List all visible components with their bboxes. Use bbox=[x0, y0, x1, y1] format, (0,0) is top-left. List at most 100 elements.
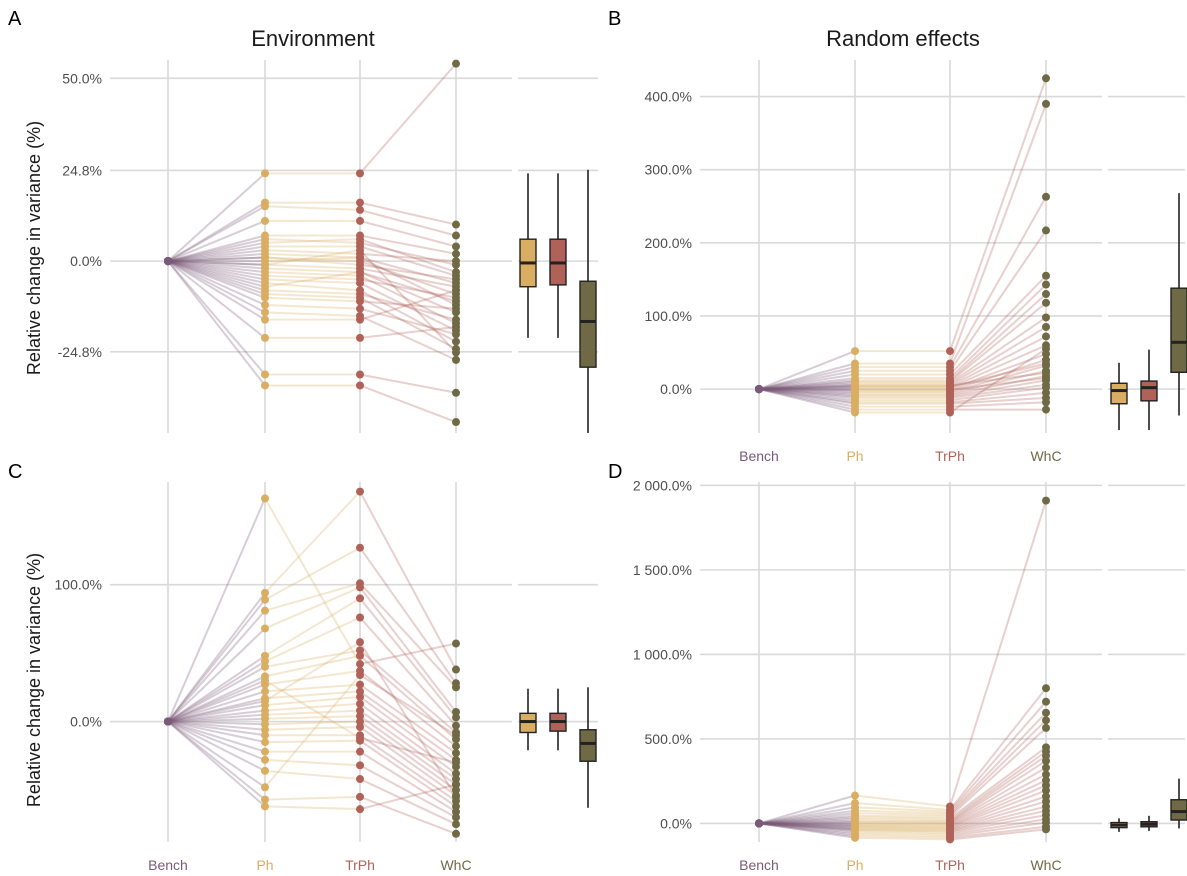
series-segment-6-2 bbox=[949, 293, 1047, 382]
series-segment-15-0 bbox=[167, 260, 266, 281]
y-tick-label: 1 000.0% bbox=[633, 646, 692, 662]
series-segment-2-2 bbox=[949, 196, 1047, 368]
data-point-WhC-26 bbox=[452, 731, 460, 740]
series-segment-24-0 bbox=[758, 388, 856, 414]
series-segment-22-2 bbox=[359, 289, 457, 321]
series-segment-15-2 bbox=[359, 715, 457, 786]
data-point-WhC-26 bbox=[1042, 374, 1050, 383]
series-segment-17-2 bbox=[949, 379, 1047, 398]
series-segment-15-1 bbox=[264, 715, 361, 720]
data-point-WhC-7 bbox=[452, 257, 460, 266]
series-segment-11-0 bbox=[167, 697, 266, 723]
series-segment-20-1 bbox=[264, 304, 361, 310]
series-segment-9-0 bbox=[167, 256, 266, 263]
data-point-WhC-23 bbox=[452, 829, 460, 838]
series-segment-2-1 bbox=[264, 546, 361, 601]
series-lines-a bbox=[167, 62, 457, 423]
data-point-Ph-27 bbox=[261, 260, 269, 269]
data-point-WhC-23 bbox=[1042, 405, 1050, 414]
data-point-WhC-21 bbox=[452, 355, 460, 364]
series-segment-18-0 bbox=[167, 720, 266, 737]
series-segment-0-0 bbox=[758, 794, 856, 825]
y-ticks-c: 0.0% 100.0% bbox=[55, 577, 102, 730]
series-segment-0-1 bbox=[264, 497, 361, 665]
series-segment-1-0 bbox=[758, 802, 856, 825]
data-point-TrPh-8 bbox=[356, 651, 364, 660]
series-segment-9-0 bbox=[167, 683, 266, 723]
data-point-WhC-3 bbox=[1042, 708, 1050, 717]
series-segment-5-1 bbox=[854, 814, 951, 818]
series-segment-10-2 bbox=[949, 766, 1047, 825]
data-point-TrPh-16 bbox=[356, 717, 364, 726]
series-segment-9-2 bbox=[359, 670, 457, 747]
data-point-Ph-0 bbox=[851, 347, 859, 356]
data-point-WhC-22 bbox=[452, 286, 460, 295]
data-point-TrPh-15 bbox=[356, 279, 364, 288]
series-segment-6-0 bbox=[167, 660, 266, 723]
data-point-Ph-18 bbox=[261, 731, 269, 740]
data-point-WhC-9 bbox=[452, 742, 460, 751]
series-segment-23-0 bbox=[167, 260, 266, 339]
data-point-Ph-0 bbox=[261, 169, 269, 178]
series-segment-4-2 bbox=[949, 275, 1047, 376]
series-segment-14-2 bbox=[359, 278, 457, 299]
series-segment-12-0 bbox=[167, 704, 266, 723]
series-segment-4-1 bbox=[264, 586, 361, 630]
series-segment-0-1 bbox=[854, 794, 951, 808]
x-tick-Ph: Ph bbox=[256, 857, 273, 873]
data-point-WhC-24 bbox=[1042, 344, 1050, 353]
series-segment-18-2 bbox=[949, 383, 1047, 399]
series-lines-c bbox=[167, 490, 457, 835]
series-segment-3-2 bbox=[949, 229, 1047, 372]
series-segment-20-0 bbox=[758, 388, 856, 404]
series-segment-8-2 bbox=[359, 655, 457, 741]
data-point-TrPh-0 bbox=[356, 169, 364, 178]
series-segment-18-0 bbox=[167, 260, 266, 295]
series-segment-8-2 bbox=[359, 256, 457, 285]
panel-letter-a: A bbox=[8, 8, 22, 30]
series-segment-17-2 bbox=[359, 293, 457, 321]
series-segment-7-0 bbox=[758, 380, 856, 391]
series-segment-23-0 bbox=[167, 720, 266, 801]
series-segment-25-0 bbox=[167, 260, 266, 387]
data-point-Ph-16 bbox=[261, 720, 269, 729]
series-segment-12-1 bbox=[264, 267, 361, 274]
y-tick-label: 50.0% bbox=[62, 70, 102, 86]
series-segment-20-1 bbox=[854, 831, 951, 836]
series-lines-b bbox=[758, 77, 1047, 414]
series-segment-21-1 bbox=[264, 311, 361, 317]
data-point-TrPh-27 bbox=[356, 246, 364, 255]
series-segment-11-0 bbox=[167, 260, 266, 266]
data-point-WhC-14 bbox=[1042, 786, 1050, 795]
series-segment-20-2 bbox=[949, 391, 1047, 404]
series-segment-28-2 bbox=[359, 263, 457, 281]
grid-c bbox=[110, 482, 598, 842]
series-segment-15-0 bbox=[758, 822, 856, 829]
series-segment-15-0 bbox=[167, 717, 266, 723]
data-point-TrPh-29 bbox=[356, 268, 364, 277]
series-segment-10-1 bbox=[264, 683, 361, 693]
data-point-Ph-28 bbox=[261, 253, 269, 262]
series-segment-8-1 bbox=[854, 819, 951, 823]
data-point-WhC-16 bbox=[452, 785, 460, 794]
x-ticks-c: Bench Ph TrPh WhC bbox=[148, 857, 471, 873]
data-point-TrPh-17 bbox=[356, 723, 364, 732]
series-segment-23-1 bbox=[264, 795, 361, 801]
series-segment-3-2 bbox=[949, 712, 1047, 814]
series-segment-26-1 bbox=[264, 238, 361, 244]
data-point-TrPh-25 bbox=[356, 381, 364, 390]
x-tick-Bench: Bench bbox=[739, 448, 779, 464]
series-segment-2-0 bbox=[167, 599, 266, 723]
series-segment-15-1 bbox=[854, 826, 951, 830]
data-point-WhC-23 bbox=[452, 322, 460, 331]
series-segment-8-0 bbox=[758, 382, 856, 391]
series-segment-19-2 bbox=[359, 739, 457, 808]
data-point-WhC-16 bbox=[452, 337, 460, 346]
series-segment-12-2 bbox=[359, 696, 457, 768]
series-segment-25-1 bbox=[264, 679, 361, 739]
series-segment-21-1 bbox=[264, 758, 361, 767]
series-segment-7-2 bbox=[359, 252, 457, 263]
y-ticks-d: 0.0% 500.0% 1 000.0% 1 500.0% 2 000.0% bbox=[633, 477, 692, 831]
series-segment-16-2 bbox=[949, 374, 1047, 396]
series-segment-5-2 bbox=[949, 283, 1047, 379]
